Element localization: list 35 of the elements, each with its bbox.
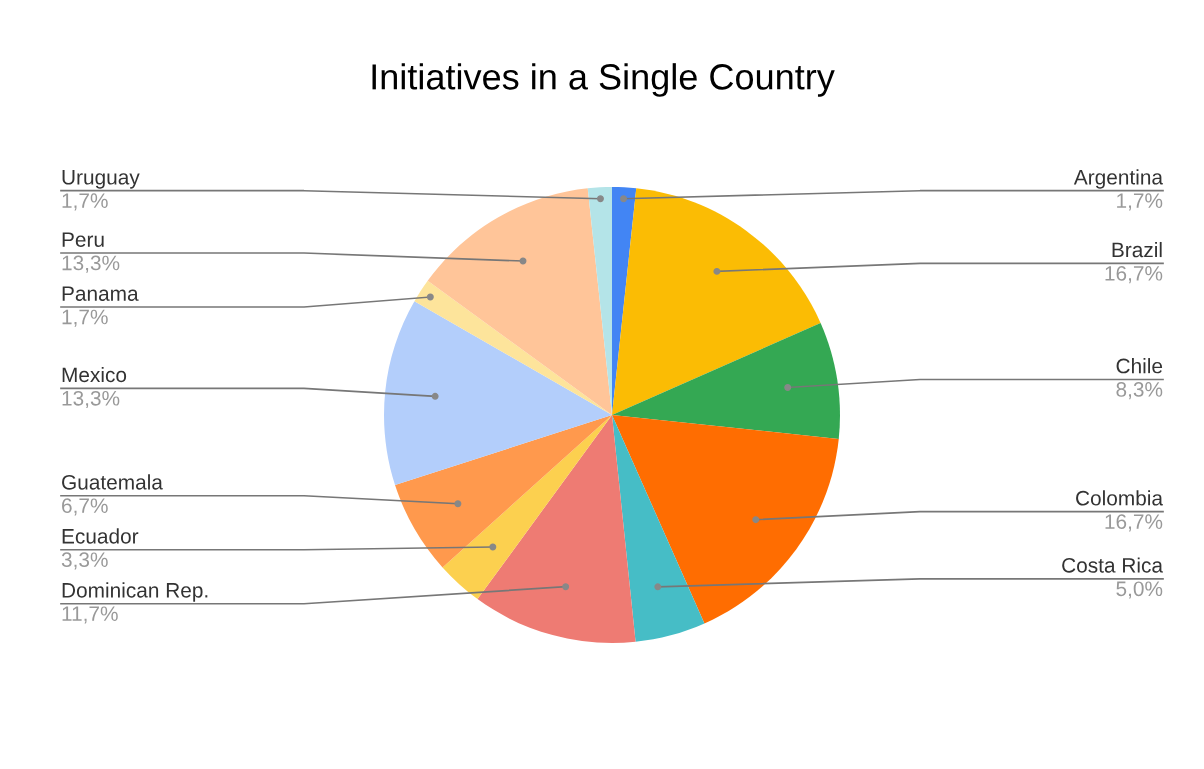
slice-label: Costa Rica: [1062, 557, 1163, 573]
pie-slice: [612, 415, 839, 624]
pie-slice: [427, 188, 612, 415]
data-label: 11,7%: [62, 606, 118, 624]
slice-label: Dominican Rep.: [62, 582, 208, 602]
chart-title: Initiatives in a Single Country: [372, 63, 835, 97]
slice-label: Peru: [62, 232, 104, 247]
pie-slice: [442, 415, 612, 600]
data-label: 1,7%: [62, 309, 108, 327]
pie-slice: [612, 188, 821, 415]
data-label: 6,7%: [62, 498, 108, 516]
pie-slice: [395, 415, 612, 568]
data-label: 3,3%: [61, 552, 108, 570]
data-label: 16,7%: [1105, 265, 1163, 284]
slice-label: Colombia: [1076, 490, 1163, 506]
data-label: 5,0%: [1116, 581, 1163, 599]
data-label: 1,7%: [1117, 193, 1163, 211]
data-label: 16,7%: [1105, 514, 1163, 532]
pie-slice: [414, 280, 612, 415]
data-label: 13,3%: [62, 255, 120, 273]
pie-slice: [612, 415, 705, 642]
slice-label: Chile: [1116, 358, 1163, 374]
slice-label: Mexico: [62, 366, 127, 383]
data-label: 8,3%: [1116, 382, 1163, 400]
data-label: 13,3%: [62, 390, 120, 409]
slice-label: Guatemala: [62, 474, 163, 490]
pie-slice: [384, 301, 612, 486]
pie-slice: [612, 322, 840, 439]
slice-label: Panama: [62, 286, 139, 301]
slice-label: Uruguay: [62, 170, 140, 189]
data-label: 1,7%: [62, 193, 108, 211]
slice-label: Ecuador: [62, 528, 139, 544]
slice-label: Brazil: [1112, 241, 1162, 258]
slice-label: Argentina: [1073, 169, 1163, 189]
pie-slice: [477, 415, 636, 643]
